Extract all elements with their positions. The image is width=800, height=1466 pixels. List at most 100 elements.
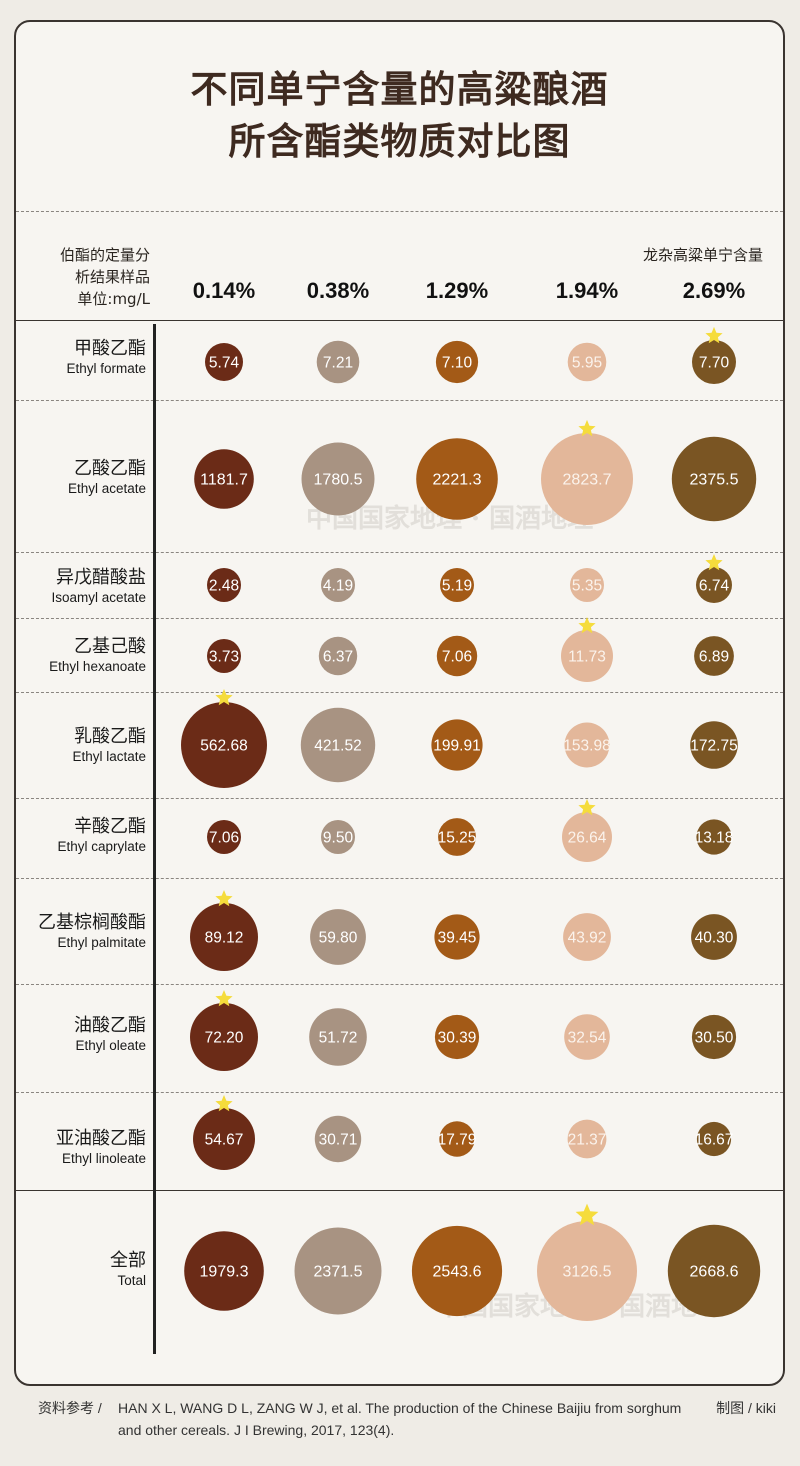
bubble-value-label: 21.37	[568, 1132, 607, 1149]
row-label-zh: 全部	[110, 1250, 146, 1271]
bubble	[316, 340, 360, 384]
bubble	[434, 914, 480, 960]
bubble	[193, 1108, 255, 1170]
bubble-value-label: 17.79	[438, 1132, 477, 1149]
bubble-value-label: 30.39	[438, 1030, 477, 1047]
bubble-value-label: 7.21	[323, 355, 353, 372]
bubble-value-label: 6.37	[323, 649, 353, 666]
bubble	[690, 721, 738, 769]
bubble	[439, 1121, 475, 1157]
bubble-value-label: 5.35	[572, 578, 602, 595]
bubble	[194, 449, 254, 509]
row-label-zh: 亚油酸乙酯	[56, 1128, 146, 1149]
row-label-en: Ethyl acetate	[67, 481, 146, 496]
max-star-icon	[578, 799, 596, 816]
bubble-value-label: 2543.6	[433, 1264, 482, 1281]
bubble-value-label: 7.06	[442, 649, 472, 666]
bubble	[564, 722, 610, 768]
bubble-value-label: 1181.7	[200, 472, 248, 489]
max-star-icon	[575, 1203, 599, 1226]
columns-caption: 龙杂高粱单宁含量	[642, 246, 763, 264]
bubble	[294, 1227, 382, 1315]
bubble	[691, 914, 737, 960]
bubble-value-label: 16.67	[695, 1132, 734, 1149]
row-divider	[16, 1092, 783, 1093]
bubble	[436, 635, 478, 677]
bubble	[567, 1119, 607, 1159]
bubble-value-label: 26.64	[568, 830, 607, 847]
bubble-value-label: 4.19	[323, 578, 353, 595]
bubble-value-label: 172.75	[690, 738, 737, 755]
credit: 制图 / kiki	[716, 1400, 776, 1416]
bubble	[205, 343, 243, 381]
bubble-value-label: 7.10	[442, 355, 473, 372]
bubble	[691, 1014, 737, 1060]
bubble	[207, 820, 241, 854]
row-label-ethyl-oleate: 油酸乙酯 Ethyl oleate	[26, 1015, 146, 1054]
unit-label-line-2: 析结果样品	[74, 268, 150, 286]
column-header-1: 0.38%	[306, 278, 370, 303]
row-label-en: Ethyl formate	[66, 361, 146, 376]
bubble-value-label: 421.52	[314, 738, 361, 755]
row-label-ethyl-formate: 甲酸乙酯 Ethyl formate	[26, 338, 146, 377]
row-label-en: Isoamyl acetate	[51, 590, 146, 605]
bubble	[696, 819, 732, 855]
row-divider	[16, 618, 783, 619]
bubble	[411, 1225, 503, 1317]
row-label-zh: 甲酸乙酯	[74, 338, 146, 359]
bubble	[181, 702, 267, 788]
bubble	[537, 1221, 637, 1321]
bubble-value-label: 6.74	[699, 578, 730, 595]
bubble	[440, 568, 474, 602]
bubble-value-label: 7.06	[209, 830, 239, 847]
bubble-value-label: 3126.5	[563, 1264, 612, 1281]
row-divider	[16, 878, 783, 879]
bubble-value-label: 2668.6	[690, 1264, 739, 1281]
bubble	[318, 636, 358, 676]
bubble-value-label: 15.25	[438, 830, 477, 847]
bubble	[564, 1014, 610, 1060]
bubble-value-label: 1780.5	[314, 472, 363, 489]
column-header-2: 1.29%	[425, 278, 489, 303]
chart-card: 不同单宁含量的高粱酿酒 所含酯类物质对比图 伯酯的定量分 析结果样品 单位:mg…	[14, 20, 785, 1386]
header-divider	[16, 211, 783, 212]
unit-label-line-1: 伯酯的定量分	[59, 246, 150, 264]
bubble	[667, 1224, 761, 1318]
bubble	[434, 1014, 480, 1060]
bubble	[438, 818, 476, 856]
bubble	[567, 342, 607, 382]
bubble-value-label: 562.68	[200, 738, 247, 755]
bubble	[696, 1121, 732, 1157]
row-label-ethyl-hexanoate: 乙基己酸 Ethyl hexanoate	[26, 636, 146, 675]
bubble	[310, 909, 366, 965]
row-label-total: 全部 Total	[26, 1250, 146, 1289]
bubble	[190, 1003, 258, 1071]
bubble-value-label: 3.73	[209, 649, 239, 666]
bubble	[300, 707, 376, 783]
row-divider	[16, 552, 783, 553]
row-label-ethyl-caprylate: 辛酸乙酯 Ethyl caprylate	[26, 816, 146, 855]
row-label-ethyl-lactate: 乳酸乙酯 Ethyl lactate	[26, 726, 146, 765]
bubble-value-label: 2.48	[209, 578, 239, 595]
bubble	[301, 442, 375, 516]
bubble-value-label: 30.50	[695, 1030, 734, 1047]
row-label-zh: 乙基己酸	[74, 636, 146, 657]
bubble	[309, 1008, 367, 1066]
title-line-2: 所含酯类物质对比图	[228, 120, 571, 163]
bubble-value-label: 11.73	[568, 649, 606, 666]
bubble	[207, 639, 241, 673]
bubble-value-label: 89.12	[205, 930, 244, 947]
row-label-ethyl-linoleate: 亚油酸乙酯 Ethyl linoleate	[26, 1128, 146, 1167]
row-label-zh: 乙酸乙酯	[74, 458, 146, 479]
bubble	[416, 438, 498, 520]
label-axis	[153, 324, 156, 1354]
bubble-value-label: 43.92	[568, 930, 607, 947]
row-label-zh: 油酸乙酯	[74, 1015, 146, 1036]
bubble-value-label: 1979.3	[200, 1264, 249, 1281]
bubble-value-label: 5.19	[442, 578, 472, 595]
row-label-ethyl-palmitate: 乙基棕榈酸酯 Ethyl palmitate	[26, 912, 146, 951]
max-star-icon	[215, 1095, 233, 1112]
bubble	[561, 630, 613, 682]
bubble-value-label: 7.70	[699, 355, 730, 372]
row-label-en: Total	[117, 1273, 146, 1288]
